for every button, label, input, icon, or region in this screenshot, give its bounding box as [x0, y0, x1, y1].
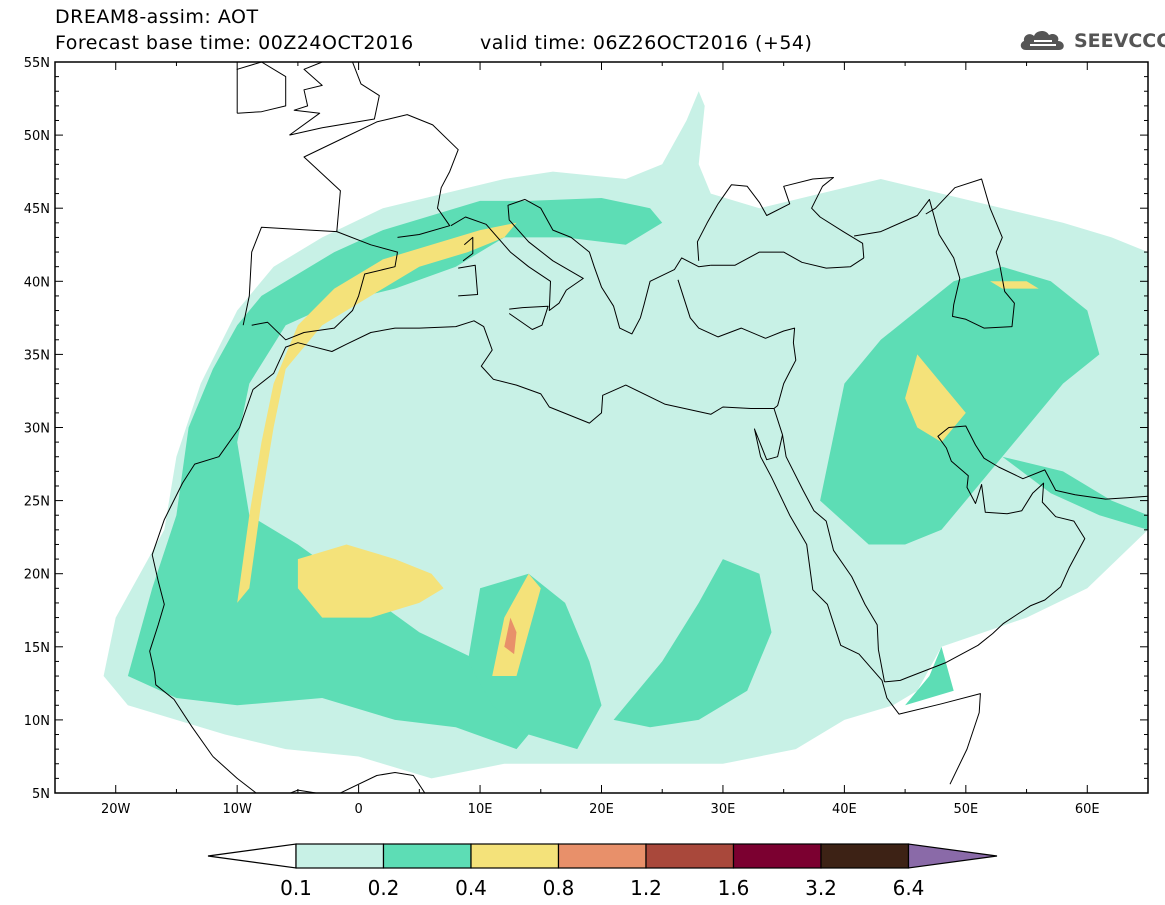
lon-tick-label: 40E: [832, 802, 857, 817]
lat-tick-label: 50N: [24, 129, 50, 144]
border-line: [754, 408, 981, 785]
map-title: DREAM8-assim: AOT: [55, 6, 259, 28]
colorbar-under-arrow: [207, 843, 297, 869]
lon-tick-label: 20W: [101, 802, 131, 817]
lon-tick-label: 10W: [222, 802, 252, 817]
colorbar-label: 1.6: [718, 876, 750, 900]
border-line: [458, 264, 479, 297]
border-line: [524, 198, 711, 335]
border-line: [508, 305, 549, 330]
colorbar-segment: [645, 843, 735, 869]
colorbar-label: 6.4: [893, 876, 925, 900]
colorbar-segment: [557, 843, 647, 869]
lat-tick-label: 55N: [24, 56, 50, 71]
forecast-base-time: Forecast base time: 00Z24OCT2016: [55, 32, 414, 54]
border-line: [450, 198, 584, 311]
colorbar: 0.1 0.2 0.4 0.8 1.2 1.6 3.2 6.4: [207, 843, 998, 900]
aot-region-0-8: [504, 617, 517, 655]
lat-tick-label: 30N: [24, 422, 50, 437]
colorbar-label: 0.1: [280, 876, 312, 900]
lat-tick-label: 5N: [32, 787, 50, 802]
aot-region-0-4: [905, 354, 966, 443]
lat-tick-label: 20N: [24, 568, 50, 583]
colorbar-segment: [820, 843, 910, 869]
aot-region-0-4: [492, 573, 541, 676]
border-line: [884, 425, 1148, 683]
aot-region-0-4: [990, 281, 1039, 289]
lon-tick-label: 0: [354, 802, 362, 817]
valid-time: valid time: 06Z26OCT2016 (+54): [480, 32, 813, 54]
colorbar-segment: [295, 843, 385, 869]
lon-tick-label: 20E: [589, 802, 614, 817]
lon-tick-label: 60E: [1075, 802, 1100, 817]
colorbar-label: 0.4: [455, 876, 487, 900]
aot-field: [103, 62, 1148, 793]
lat-tick-label: 45N: [24, 202, 50, 217]
colorbar-segment: [732, 843, 822, 869]
lon-tick-label: 10E: [468, 802, 493, 817]
border-line: [696, 203, 719, 261]
border-line: [303, 114, 459, 238]
lat-tick-label: 15N: [24, 641, 50, 656]
lat-tick-label: 10N: [24, 714, 50, 729]
border-line: [677, 279, 797, 409]
border-line: [462, 236, 474, 262]
aot-region-0-2: [127, 198, 663, 750]
border-line: [710, 251, 865, 269]
aot-region-0-2: [820, 266, 1100, 545]
border-line: [212, 756, 426, 793]
aot-region-0-2: [613, 559, 772, 728]
logo-text: SEEVCCC: [1074, 30, 1165, 52]
lon-tick-label: 30E: [711, 802, 736, 817]
lon-tick-label: 50E: [953, 802, 978, 817]
aot-region-0-4: [237, 222, 517, 603]
lat-tick-label: 25N: [24, 495, 50, 510]
border-line: [236, 62, 287, 114]
colorbar-label: 3.2: [805, 876, 837, 900]
border-line: [149, 320, 774, 757]
border-line: [782, 434, 885, 682]
colorbar-label: 0.8: [543, 876, 575, 900]
border-line: [854, 178, 1015, 329]
border-line: [717, 177, 865, 258]
seevccc-logo: SEEVCCC: [1018, 28, 1165, 54]
aot-region-0-2: [1002, 456, 1148, 530]
colorbar-segment: [382, 843, 472, 869]
aot-region-0-4: [297, 544, 444, 618]
aot-region-0-2: [905, 646, 954, 706]
lat-tick-label: 35N: [24, 348, 50, 363]
aot-region-0-2: [467, 573, 602, 750]
colorbar-label: 1.2: [630, 876, 662, 900]
colorbar-label: 0.2: [368, 876, 400, 900]
border-line: [242, 226, 398, 341]
cloud-icon: [1020, 30, 1064, 50]
border-line: [289, 62, 380, 136]
colorbar-over-arrow: [907, 843, 998, 869]
colorbar-segment: [470, 843, 560, 869]
lat-tick-label: 40N: [24, 275, 50, 290]
